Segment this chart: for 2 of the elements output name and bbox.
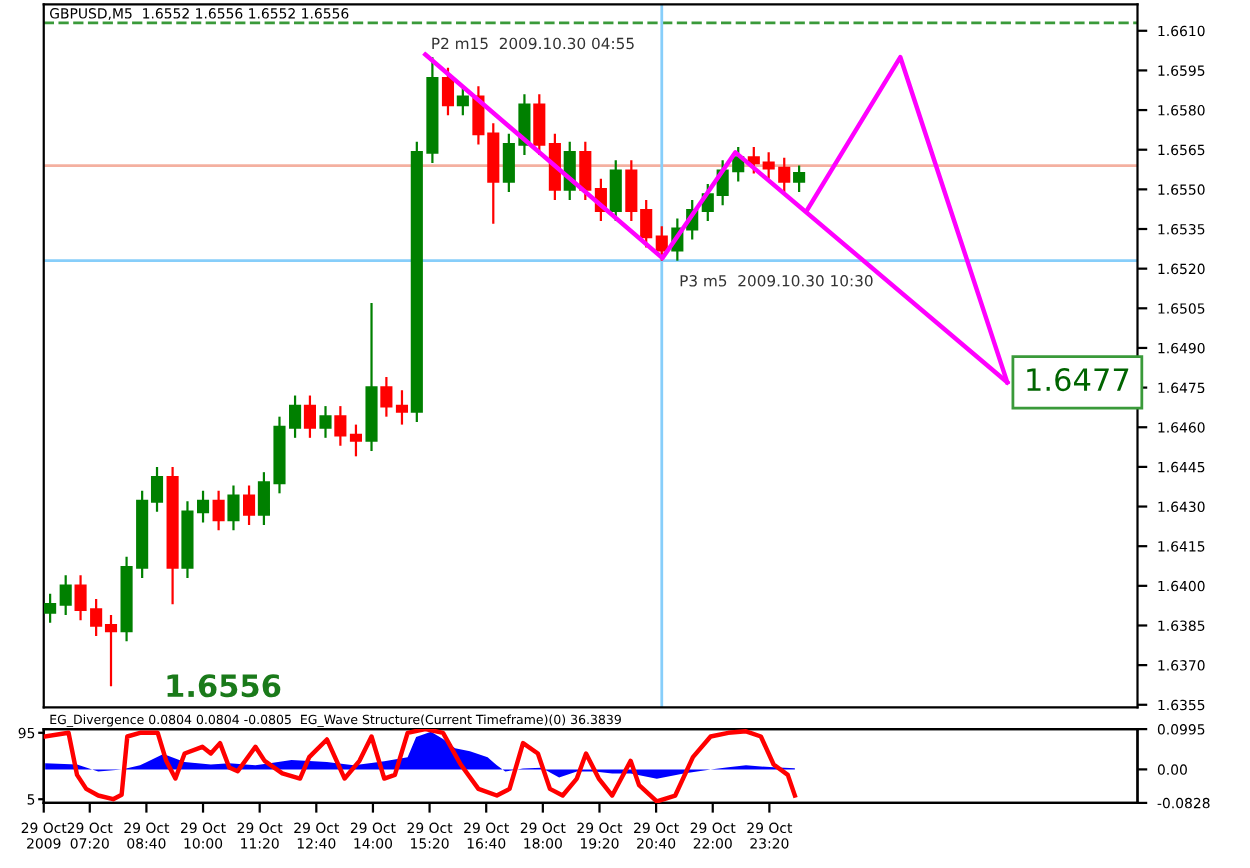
annotation: 1.6556: [167, 674, 281, 698]
annotation: 1.6477: [1027, 368, 1129, 392]
